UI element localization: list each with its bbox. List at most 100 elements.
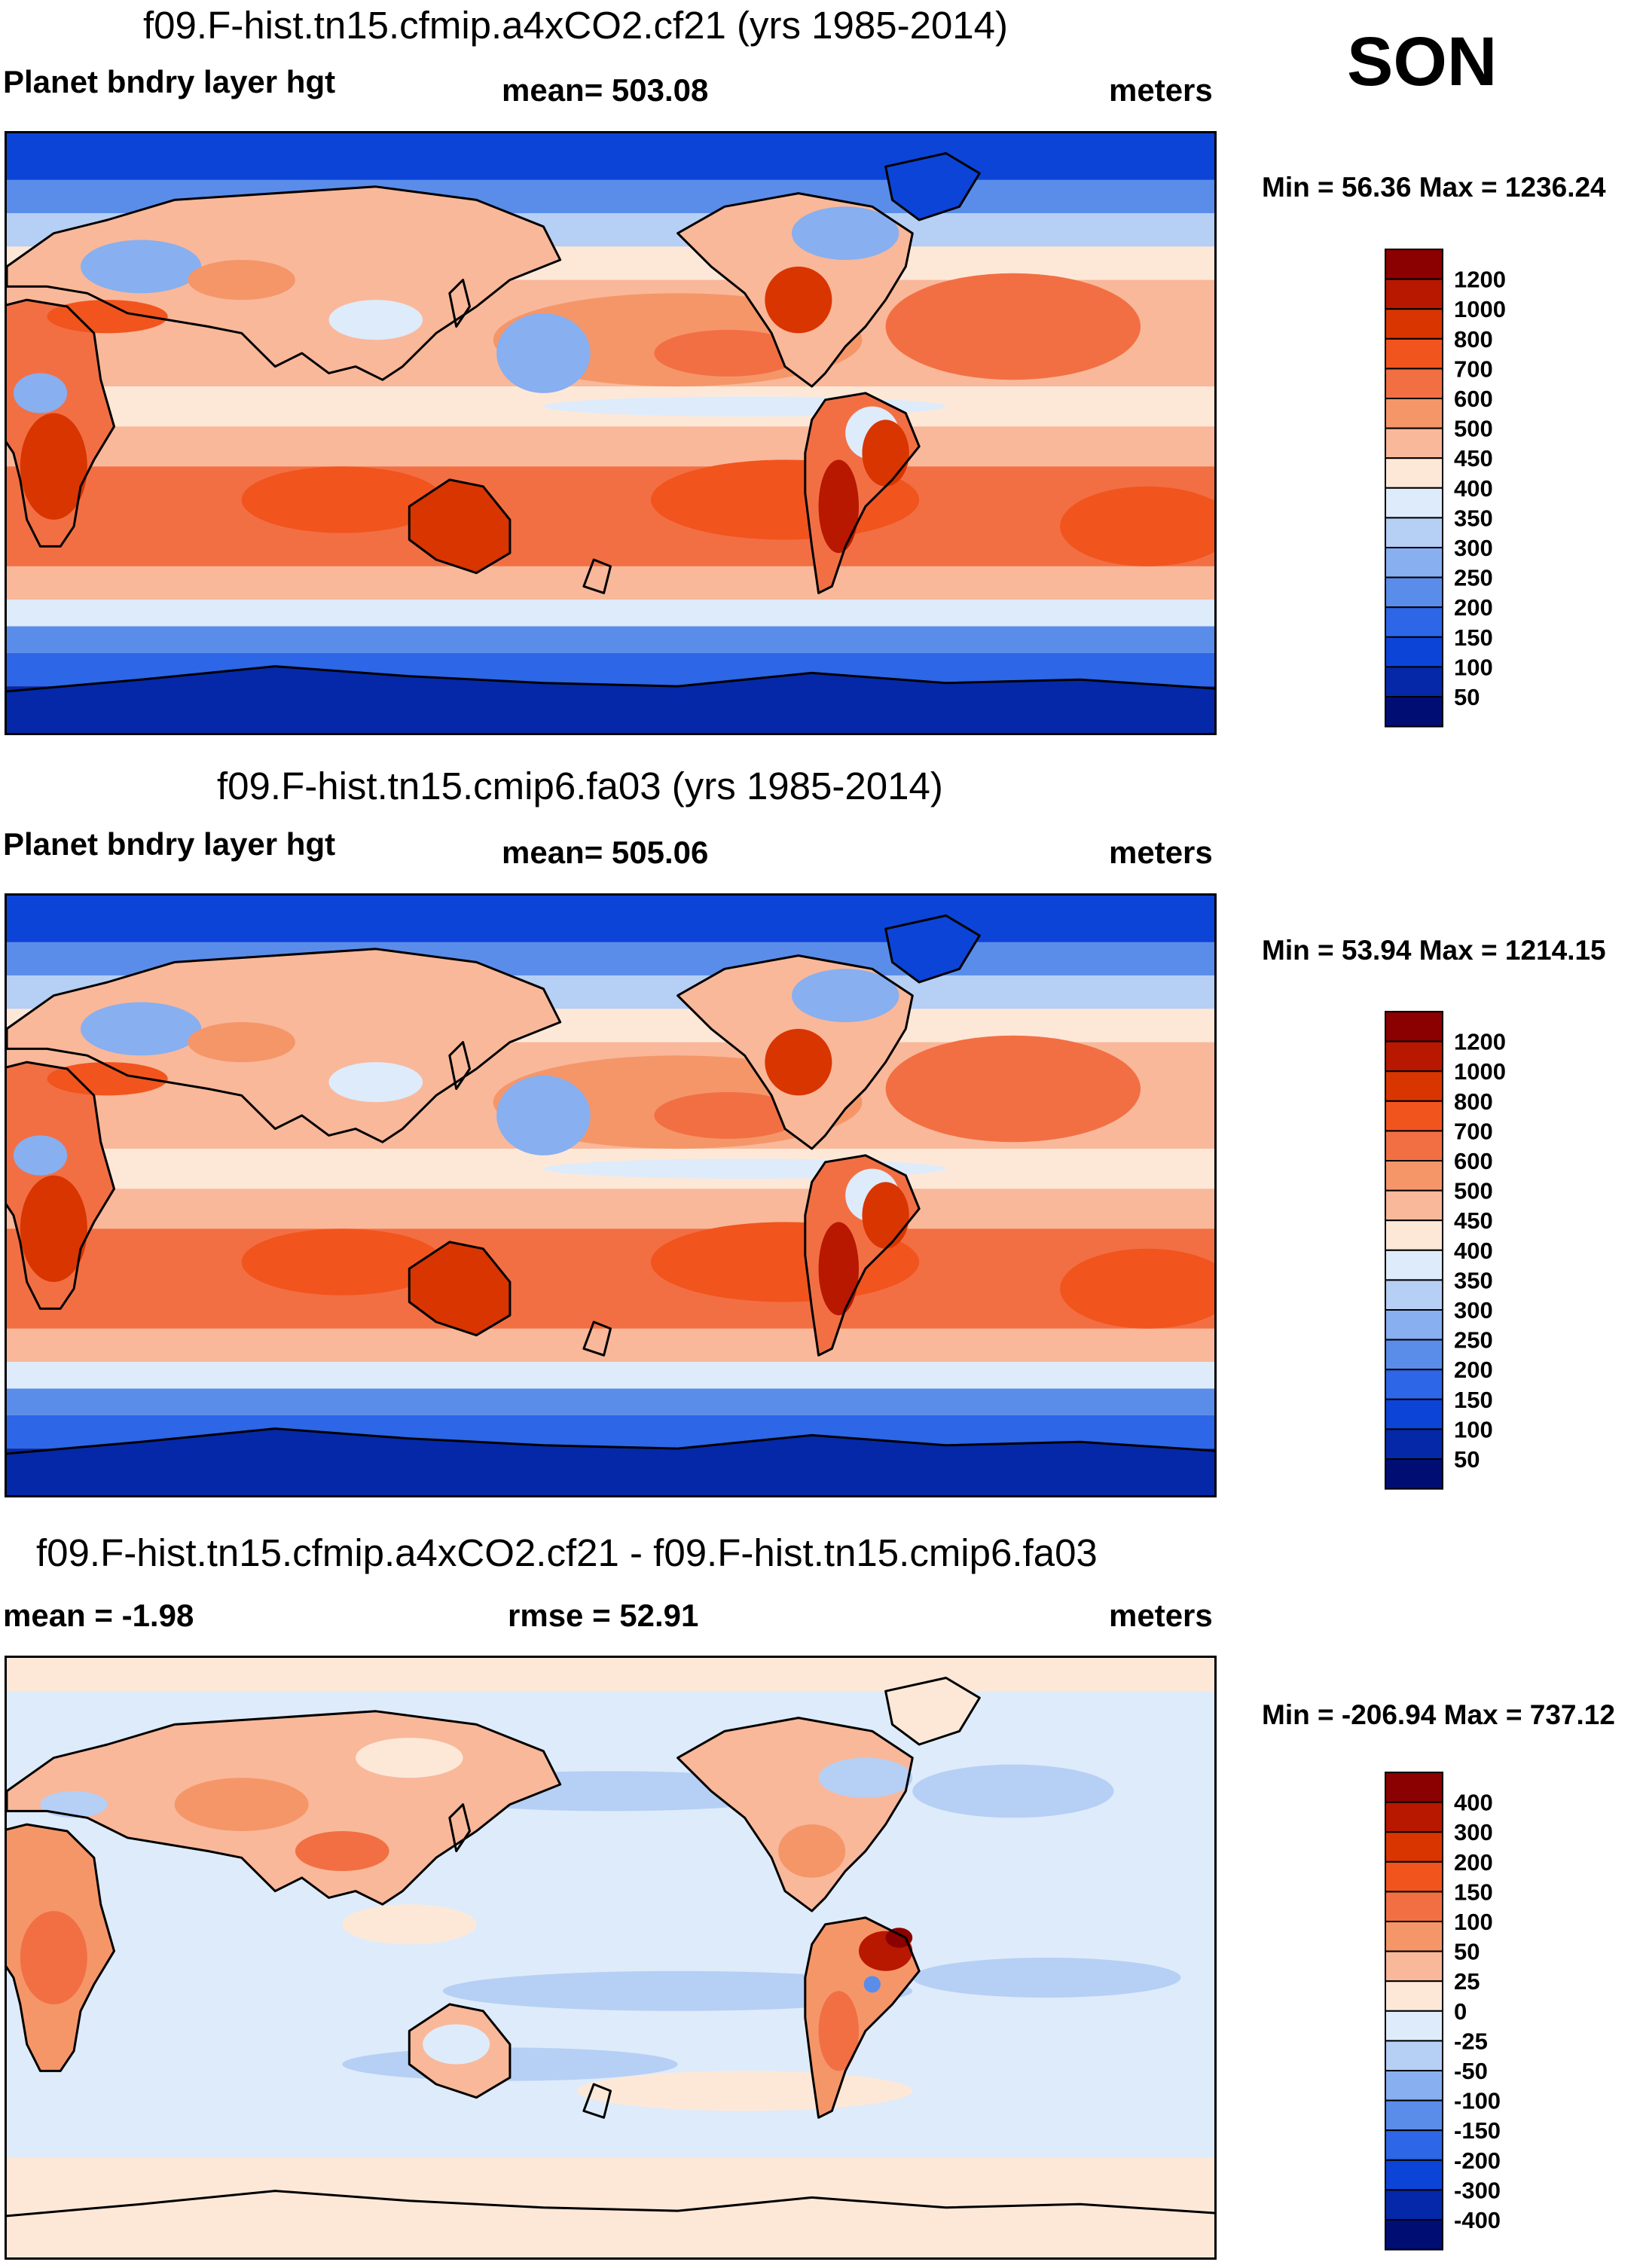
field-region [328, 300, 423, 340]
panel2-colorbar: 1200 1000 800 700 600 500 450 400 350 300 250 200 15… [1385, 1011, 1506, 1491]
panel3-title: f09.F-hist.tn15.cfmip.a4xCO2.cf21 - f09.… [36, 1531, 1098, 1574]
colorbar-svg: 1200 1000 800 700 600 500 450 400 350 300 250 200 15… [1385, 249, 1506, 728]
field-region [862, 1182, 909, 1249]
colorbar-tick-label: 450 [1454, 1207, 1493, 1234]
field-region [40, 1790, 108, 1818]
coastline-greenland [884, 152, 981, 221]
colorbar-svg: 1200 1000 800 700 600 500 450 400 350 300 250 200 15… [1385, 1011, 1506, 1490]
coastline-greenland [884, 1677, 981, 1746]
field-region [409, 479, 510, 573]
colorbar-box [1385, 517, 1443, 548]
field-region [188, 1022, 295, 1063]
coastline-nz [582, 1320, 612, 1357]
coastline-japan [448, 1041, 471, 1090]
colorbar-tick-label: 50 [1454, 1446, 1480, 1473]
colorbar-box [1385, 1921, 1443, 1952]
colorbar-box [1385, 337, 1443, 370]
colorbar-box [1385, 1070, 1443, 1102]
coastline-samerica [804, 392, 921, 594]
colorbar-box [1385, 2099, 1443, 2132]
colorbar-box [1385, 1160, 1443, 1192]
field-region [20, 413, 87, 520]
panel2-map [5, 893, 1217, 1497]
season-label: SON [1347, 23, 1498, 100]
colorbar-box [1385, 368, 1443, 399]
colorbar-tick-label: -150 [1454, 2117, 1501, 2144]
panel2-variable-label: Planet bndry layer hgt [3, 826, 336, 862]
colorbar-tick-label: 25 [1454, 1968, 1480, 1995]
field-region [818, 1991, 860, 2071]
field-region [791, 969, 899, 1023]
colorbar-tick-label: 0 [1454, 1998, 1467, 2025]
coastline-africa [7, 1823, 115, 2072]
colorbar-tick-label: 400 [1454, 475, 1493, 502]
colorbar-box [1385, 666, 1443, 698]
panel3-units-label: meters [1109, 1598, 1213, 1633]
colorbar-tick-label: 800 [1454, 326, 1493, 353]
panel1-map [5, 131, 1217, 735]
panel2-units-label: meters [1109, 835, 1213, 870]
colorbar-box [1385, 606, 1443, 638]
coastline-namerica [676, 1717, 914, 1912]
coastline-nz [582, 558, 612, 594]
colorbar-box [1385, 1040, 1443, 1073]
field-band [7, 1328, 1214, 1363]
panel3-rmse-label: rmse = 52.91 [508, 1598, 699, 1633]
panel3-minmax: Min = -206.94 Max = 737.12 [1262, 1699, 1615, 1730]
panel1-minmax: Min = 56.36 Max = 1236.24 [1262, 172, 1606, 203]
field-region [885, 1928, 913, 1948]
field-region [7, 1428, 1214, 1495]
colorbar-box [1385, 1369, 1443, 1400]
colorbar-tick-label: 600 [1454, 1148, 1493, 1174]
field-band [7, 1189, 1214, 1229]
field-region [863, 1976, 881, 1993]
colorbar-box [1385, 2219, 1443, 2251]
colorbar-box [1385, 2129, 1443, 2161]
colorbar-box [1385, 1011, 1443, 1042]
colorbar-tick-label: -50 [1454, 2058, 1488, 2084]
colorbar-tick-label: 1000 [1454, 296, 1506, 322]
panel1-units-label: meters [1109, 72, 1213, 108]
colorbar-tick-label: -300 [1454, 2177, 1501, 2203]
field-region [818, 459, 860, 554]
colorbar-box [1385, 1831, 1443, 1863]
colorbar-tick-label: 1200 [1454, 267, 1506, 293]
coastline-greenland [884, 914, 981, 984]
coastline-samerica [804, 1916, 921, 2119]
colorbar-tick-label: -200 [1454, 2147, 1501, 2174]
field-region [576, 2071, 913, 2111]
colorbar-tick-label: 100 [1454, 654, 1493, 680]
field-band [7, 566, 1214, 600]
coastline-australia [408, 1241, 512, 1337]
field-band [7, 1658, 1214, 1692]
panel1-colorbar: 1200 1000 800 700 600 500 450 400 350 300 250 200 15… [1385, 249, 1506, 729]
field-region [496, 313, 591, 393]
colorbar-tick-label: 600 [1454, 386, 1493, 412]
colorbar-box [1385, 1801, 1443, 1833]
colorbar-tick-label: 300 [1454, 535, 1493, 561]
field-region [47, 1062, 168, 1096]
colorbar-box [1385, 576, 1443, 609]
colorbar-box [1385, 1980, 1443, 2012]
field-region [13, 1135, 68, 1176]
colorbar-tick-label: 1000 [1454, 1058, 1506, 1085]
field-region [765, 266, 832, 334]
colorbar-tick-label: 400 [1454, 1790, 1493, 1816]
field-region [442, 1970, 913, 2011]
field-band [7, 1362, 1214, 1389]
colorbar-tick-label: 250 [1454, 1327, 1493, 1354]
field-region [912, 1764, 1114, 1818]
field-region [654, 1091, 802, 1139]
field-band [7, 426, 1214, 467]
map-field-svg [7, 133, 1214, 733]
field-region [342, 1904, 477, 1945]
colorbar-box [1385, 2189, 1443, 2221]
coastline-japan [448, 279, 471, 328]
colorbar-tick-label: 400 [1454, 1238, 1493, 1264]
colorbar-tick-label: 300 [1454, 1819, 1493, 1845]
map-field-svg [7, 1658, 1214, 2257]
field-region [862, 420, 909, 487]
panel1-mean-label: mean= 503.08 [502, 72, 709, 108]
field-region [885, 1677, 980, 1744]
field-band [7, 466, 1214, 566]
